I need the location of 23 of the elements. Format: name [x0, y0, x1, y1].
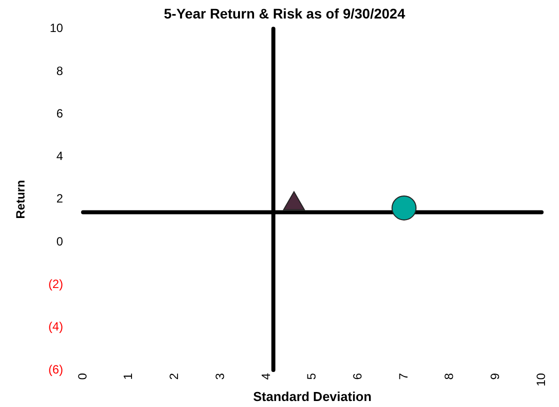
x-tick-label: 5: [304, 372, 319, 380]
x-tick-label: 8: [442, 372, 456, 380]
x-tick-label: 4: [258, 372, 273, 380]
y-tick-label: (6): [48, 362, 64, 376]
x-tick-label: 2: [167, 372, 182, 380]
x-tick-label: 0: [75, 372, 90, 380]
y-axis-title: Return: [14, 180, 28, 219]
x-axis-title: Standard Deviation: [253, 388, 372, 404]
x-tick-label: 7: [396, 372, 410, 380]
y-tick-label: 2: [56, 192, 64, 206]
y-tick-label: 6: [56, 106, 64, 120]
y-tick-label: (2): [48, 277, 64, 292]
chart-title: 5-Year Return & Risk as of 9/30/2024: [164, 5, 406, 22]
x-tick-label: 1: [121, 372, 136, 380]
y-tick-label: 10: [50, 21, 64, 36]
x-tick-label: 3: [212, 372, 227, 380]
x-tick-label: 10: [534, 372, 548, 386]
y-tick-label: 4: [56, 149, 64, 164]
y-tick-label: 8: [56, 64, 64, 78]
x-tick-label: 6: [350, 372, 364, 380]
y-tick-label: (4): [48, 320, 64, 334]
x-tick-label: 9: [488, 372, 502, 380]
y-tick-label: 0: [56, 234, 64, 248]
